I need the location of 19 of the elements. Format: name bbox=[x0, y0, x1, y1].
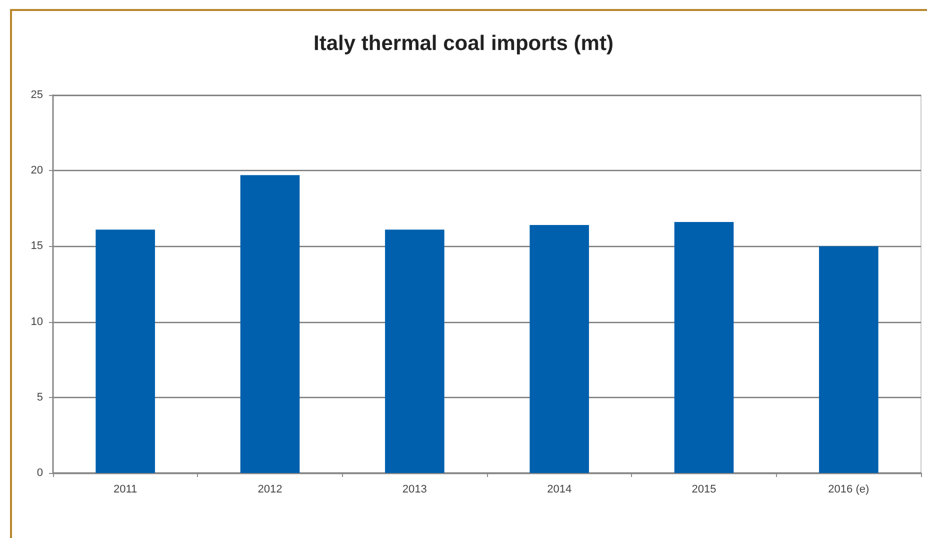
y-tick-label: 20 bbox=[30, 164, 43, 177]
y-tick-label: 25 bbox=[30, 89, 43, 101]
bar bbox=[530, 225, 589, 473]
bar bbox=[819, 246, 878, 473]
bar bbox=[96, 230, 155, 473]
y-tick-label: 10 bbox=[30, 316, 43, 328]
x-tick-label: 2012 bbox=[258, 484, 282, 496]
x-tick-label: 2016 (e) bbox=[828, 484, 870, 496]
bar bbox=[674, 222, 734, 473]
chart-title: Italy thermal coal imports (mt) bbox=[314, 32, 614, 55]
y-tick-label: 15 bbox=[30, 240, 43, 252]
x-tick-label: 2013 bbox=[402, 484, 427, 496]
y-tick-label: 5 bbox=[36, 391, 43, 404]
x-tick-label: 2015 bbox=[692, 484, 716, 496]
x-tick-label: 2011 bbox=[114, 484, 138, 496]
bar bbox=[385, 230, 444, 473]
y-tick-label: 0 bbox=[36, 467, 43, 479]
x-tick-label: 2014 bbox=[547, 484, 572, 496]
bar bbox=[240, 175, 300, 473]
